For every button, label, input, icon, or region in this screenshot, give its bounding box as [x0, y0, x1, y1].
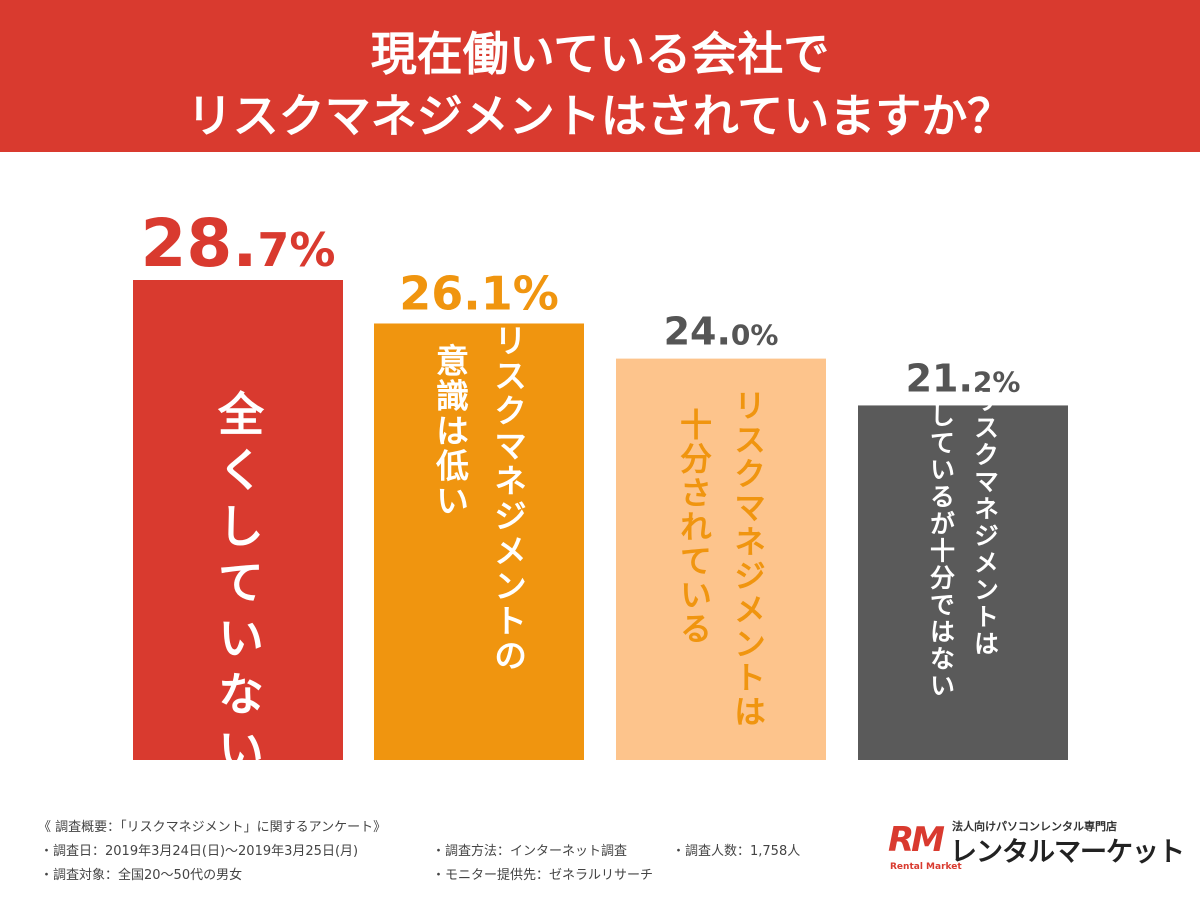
- bar-2: [374, 323, 584, 760]
- rental-market-logo: RM Rental Market 法人向けパソコンレンタル専門店 レンタルマーケ…: [888, 818, 1188, 884]
- value-label-4: 21.2%: [906, 356, 1021, 400]
- svg-text:リスクマネジメントは: リスクマネジメントは: [729, 389, 767, 729]
- survey-date: ・調査日：2019年3月24日(日)～2019年3月25日(月): [40, 844, 359, 859]
- svg-text:リスクマネジメントの: リスクマネジメントの: [489, 323, 528, 673]
- survey-count: ・調査人数：1,758人: [672, 844, 801, 859]
- logo-name: レンタルマーケット: [950, 837, 1185, 868]
- category-label-1: 全くしていない: [211, 389, 265, 782]
- value-label-1: 28.7%: [140, 205, 335, 282]
- logo-mark: RM: [888, 820, 945, 860]
- svg-text:十分されている: 十分されている: [675, 408, 713, 646]
- chart-title-line-2: リスクマネジメントはされていますか？: [186, 89, 1014, 143]
- bar-4: [858, 405, 1068, 760]
- survey-summary-title: 《 調査概要：「リスクマネジメント」に関するアンケート》: [38, 820, 387, 835]
- bar-1: [133, 280, 343, 760]
- survey-provider: ・モニター提供先：ゼネラルリサーチ: [432, 868, 654, 883]
- logo-mark-sub: Rental Market: [890, 862, 962, 872]
- logo-tagline: 法人向けパソコンレンタル専門店: [952, 820, 1117, 833]
- survey-target: ・調査対象：全国20～50代の男女: [40, 868, 243, 883]
- value-label-2: 26.1%: [399, 266, 559, 320]
- svg-text:全くしていない: 全くしていない: [211, 389, 265, 782]
- svg-text:リスクマネジメントは: リスクマネジメントは: [971, 387, 1000, 657]
- title-banner: 現在働いている会社で リスクマネジメントはされていますか？: [0, 0, 1200, 152]
- value-label-3: 24.0%: [664, 310, 779, 354]
- survey-method: ・調査方法：インターネット調査: [432, 844, 628, 859]
- bar-3: [616, 358, 826, 760]
- svg-text:しているが十分ではない: しているが十分ではない: [927, 402, 956, 699]
- svg-text:意識は低い: 意識は低い: [431, 342, 470, 518]
- chart-title-line-1: 現在働いている会社で: [370, 27, 830, 81]
